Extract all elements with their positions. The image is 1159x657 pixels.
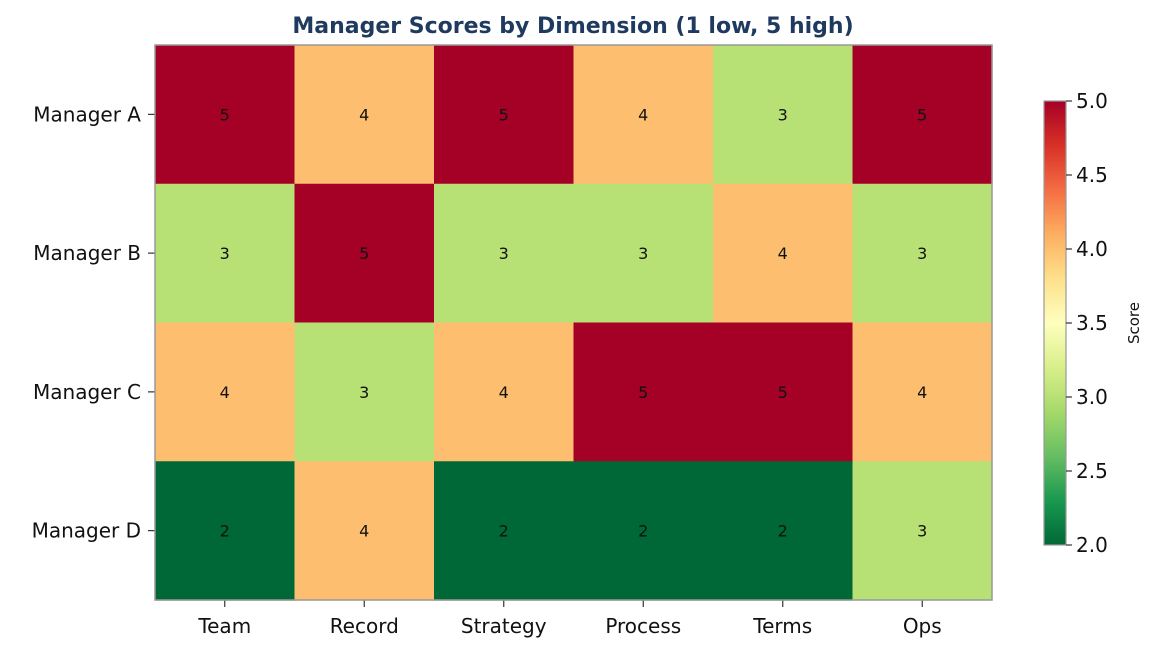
- heatmap-cell-labels: 5 4 5 4 3 5 3 5 3 3 4 3 4 3 4 5 5 4 2 4 2 2 2 3: [220, 105, 928, 540]
- x-tick-label: Process: [605, 614, 681, 638]
- cell-value-label: 3: [499, 244, 509, 263]
- heatmap-cell: [713, 45, 854, 185]
- cell-value-label: 2: [499, 522, 509, 541]
- heatmap-cell: [713, 322, 854, 462]
- heatmap-cell: [294, 461, 435, 601]
- x-tick-label: Record: [330, 614, 399, 638]
- heatmap-cell: [852, 183, 993, 324]
- colorbar-tick-label: 5.0: [1076, 89, 1108, 113]
- cell-value-label: 4: [778, 244, 788, 263]
- colorbar-label: Score: [1125, 302, 1143, 344]
- heatmap-cell: [294, 45, 435, 185]
- heatmap-cell: [573, 45, 714, 185]
- cell-value-label: 4: [917, 383, 927, 402]
- y-tick-label: Manager D: [32, 519, 141, 543]
- heatmap-cell: [573, 183, 714, 324]
- heatmap-cell: [294, 322, 435, 462]
- x-tick-label: Terms: [752, 614, 812, 638]
- heatmap-cell: [155, 461, 296, 601]
- chart-title: Manager Scores by Dimension (1 low, 5 hi…: [292, 14, 853, 39]
- cell-value-label: 3: [359, 383, 369, 402]
- colorbar-tick-label: 3.0: [1076, 385, 1108, 409]
- heatmap-cell: [713, 461, 854, 601]
- heatmap-cell: [713, 183, 854, 324]
- x-tick-label: Team: [197, 614, 251, 638]
- y-tick-label: Manager B: [33, 241, 141, 265]
- cell-value-label: 2: [638, 522, 648, 541]
- heatmap-cell: [155, 322, 296, 462]
- heatmap-cell: [294, 183, 435, 324]
- cell-value-label: 5: [220, 105, 230, 124]
- cell-value-label: 3: [917, 522, 927, 541]
- heatmap-cell: [434, 183, 575, 324]
- colorbar-tick-label: 2.5: [1076, 459, 1108, 483]
- y-tick-label: Manager C: [33, 380, 141, 404]
- heatmap-cells: [155, 45, 993, 601]
- colorbar-tick-label: 4.5: [1076, 163, 1108, 187]
- x-tick-label: Strategy: [461, 614, 547, 638]
- cell-value-label: 5: [359, 244, 369, 263]
- heatmap-cell: [852, 461, 993, 601]
- x-axis: Team Record Strategy Process Terms Ops: [197, 600, 942, 638]
- heatmap-cell: [852, 322, 993, 462]
- heatmap-cell: [852, 45, 993, 185]
- colorbar-tick-label: 3.5: [1076, 311, 1108, 335]
- heatmap-cell: [434, 45, 575, 185]
- colorbar-ticks: 2.0 2.5 3.0 3.5 4.0 4.5 5.0: [1066, 89, 1108, 557]
- cell-value-label: 3: [638, 244, 648, 263]
- cell-value-label: 3: [917, 244, 927, 263]
- y-axis: Manager A Manager B Manager C Manager D: [32, 102, 155, 543]
- colorbar-tick-label: 2.0: [1076, 533, 1108, 557]
- x-tick-label: Ops: [903, 614, 942, 638]
- heatmap-cell: [155, 45, 296, 185]
- cell-value-label: 5: [917, 105, 927, 124]
- heatmap-cell: [434, 461, 575, 601]
- cell-value-label: 5: [499, 105, 509, 124]
- colorbar-gradient-bar: [1043, 100, 1067, 546]
- y-tick-label: Manager A: [33, 102, 141, 126]
- cell-value-label: 2: [778, 522, 788, 541]
- heatmap-cell: [434, 322, 575, 462]
- heatmap-cell: [573, 322, 714, 462]
- cell-value-label: 4: [220, 383, 230, 402]
- cell-value-label: 2: [220, 522, 230, 541]
- cell-value-label: 5: [778, 383, 788, 402]
- cell-value-label: 4: [638, 105, 648, 124]
- cell-value-label: 3: [778, 105, 788, 124]
- cell-value-label: 4: [499, 383, 509, 402]
- colorbar: [1043, 100, 1067, 546]
- plot-frame: [154, 44, 993, 601]
- cell-value-label: 3: [220, 244, 230, 263]
- cell-value-label: 5: [638, 383, 648, 402]
- cell-value-label: 4: [359, 522, 369, 541]
- heatmap-cell: [155, 183, 296, 324]
- colorbar-tick-label: 4.0: [1076, 237, 1108, 261]
- cell-value-label: 4: [359, 105, 369, 124]
- heatmap-cell: [573, 461, 714, 601]
